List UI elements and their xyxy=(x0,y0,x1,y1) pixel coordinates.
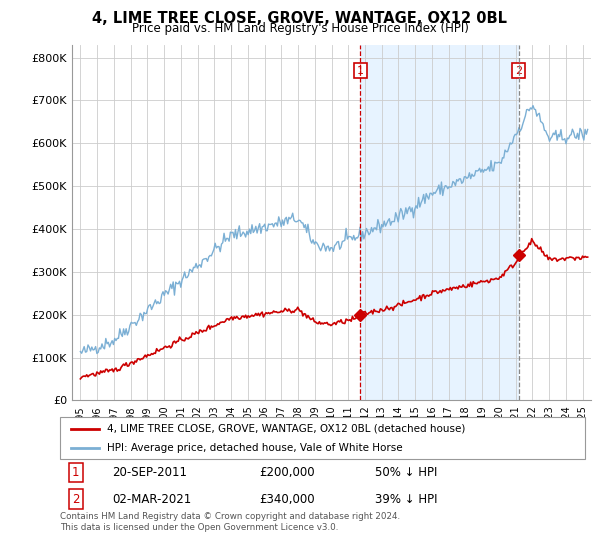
Text: 4, LIME TREE CLOSE, GROVE, WANTAGE, OX12 0BL (detached house): 4, LIME TREE CLOSE, GROVE, WANTAGE, OX12… xyxy=(107,423,466,433)
Text: Price paid vs. HM Land Registry's House Price Index (HPI): Price paid vs. HM Land Registry's House … xyxy=(131,22,469,35)
Text: Contains HM Land Registry data © Crown copyright and database right 2024.
This d: Contains HM Land Registry data © Crown c… xyxy=(60,512,400,532)
Text: £200,000: £200,000 xyxy=(260,466,315,479)
Text: 2: 2 xyxy=(72,493,79,506)
Text: 02-MAR-2021: 02-MAR-2021 xyxy=(113,493,192,506)
FancyBboxPatch shape xyxy=(60,417,585,459)
Text: £340,000: £340,000 xyxy=(260,493,315,506)
Text: 4, LIME TREE CLOSE, GROVE, WANTAGE, OX12 0BL: 4, LIME TREE CLOSE, GROVE, WANTAGE, OX12… xyxy=(92,11,508,26)
Text: 1: 1 xyxy=(72,466,79,479)
Bar xyxy=(360,45,518,400)
Text: HPI: Average price, detached house, Vale of White Horse: HPI: Average price, detached house, Vale… xyxy=(107,443,403,453)
Text: 50% ↓ HPI: 50% ↓ HPI xyxy=(375,466,437,479)
Text: 39% ↓ HPI: 39% ↓ HPI xyxy=(375,493,437,506)
Text: 1: 1 xyxy=(357,66,364,76)
Text: 2: 2 xyxy=(515,66,522,76)
Text: 20-SEP-2011: 20-SEP-2011 xyxy=(113,466,187,479)
